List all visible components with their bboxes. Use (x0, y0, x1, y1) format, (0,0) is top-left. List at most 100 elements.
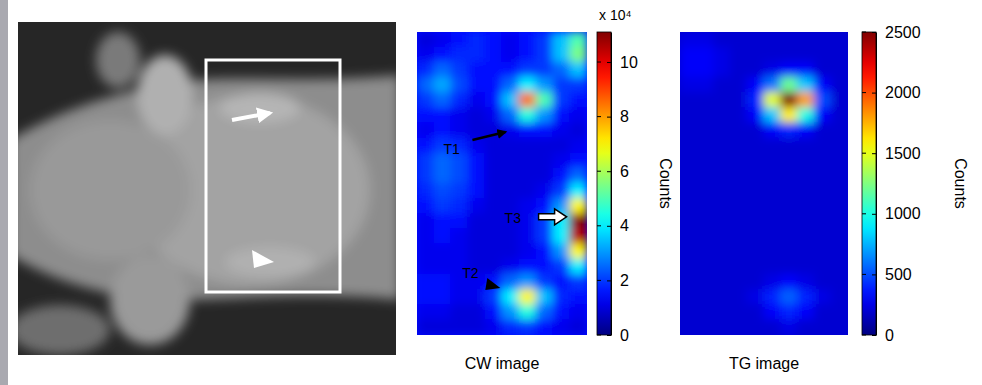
colorbar-tick: 1000 (872, 205, 921, 222)
colorbar: 0246810Countsx 10⁴ (597, 7, 674, 344)
heatmap-cell (485, 228, 503, 244)
photo (18, 22, 396, 355)
heatmap-cell (730, 107, 748, 123)
heatmap-cell (502, 138, 520, 154)
heatmap-cell (536, 304, 554, 320)
heatmap-cell (780, 304, 798, 320)
heatmap-cell (451, 228, 469, 244)
annotation-arrowhead (485, 278, 500, 290)
heatmap-cell (814, 153, 832, 169)
heatmap-cell (451, 62, 469, 78)
heatmap-cell (831, 274, 848, 290)
heatmap-cell (519, 107, 537, 123)
heatmap-cell (814, 304, 832, 320)
heatmap-cell (814, 62, 832, 78)
heatmap-cell (485, 47, 503, 63)
heatmap-cell (747, 32, 765, 48)
heatmap-cell (730, 304, 748, 320)
heatmap-cell (713, 274, 731, 290)
heatmap-cell (696, 213, 714, 229)
heatmap-cell (536, 153, 554, 169)
photo-arrowhead (252, 250, 274, 268)
heatmap-cell (417, 228, 435, 244)
heatmap-cell (451, 319, 469, 335)
heatmap-cell (570, 259, 588, 275)
heatmap-cell (797, 228, 815, 244)
heatmap-cell (730, 289, 748, 305)
heatmap-cell (553, 122, 571, 138)
heatmap-cell (519, 77, 537, 93)
heatmap-cell (780, 319, 798, 335)
heatmap-cell (417, 259, 435, 275)
heatmap-cell (696, 259, 714, 275)
heatmap-cell (780, 138, 798, 154)
heatmap-panel: 05001000150020002500CountsTG image (680, 24, 970, 372)
heatmap-cell (553, 32, 571, 48)
panel-title: TG image (729, 355, 799, 372)
heatmap-cell (536, 183, 554, 199)
heatmap-cell (468, 107, 486, 123)
heatmap-cell (696, 92, 714, 108)
heatmap-cell (451, 304, 469, 320)
annotation-label: T1 (443, 141, 460, 157)
heatmap-cell (536, 274, 554, 290)
colorbar-tick-mark (607, 280, 611, 281)
heatmap-cell (434, 289, 452, 305)
colorbar-tick: 2000 (872, 84, 921, 101)
heatmap-cell (434, 304, 452, 320)
heatmap-cell (764, 198, 782, 214)
heatmap-cell (680, 319, 697, 335)
heatmap-cell (713, 259, 731, 275)
heatmap-cell (570, 183, 588, 199)
heatmap-cell (417, 62, 435, 78)
colorbar-axis: 05001000150020002500 (872, 24, 921, 344)
heatmap-cell (536, 92, 554, 108)
heatmap-cell (570, 62, 588, 78)
heatmap-cell (831, 304, 848, 320)
heatmap-cell (570, 213, 588, 229)
heatmap-cell (764, 319, 782, 335)
heatmap-cell (764, 32, 782, 48)
heatmap-cell (570, 304, 588, 320)
heatmap-cell (764, 168, 782, 184)
heatmap-cell (485, 138, 503, 154)
heatmap-cell (502, 289, 520, 305)
heatmap-cell (730, 274, 748, 290)
heatmap-cell (417, 47, 435, 63)
mouse-body (18, 32, 396, 355)
heatmap-cell (797, 62, 815, 78)
heatmap-cell (553, 138, 571, 154)
heatmap-cell (797, 289, 815, 305)
heatmap-cell (519, 244, 537, 260)
heatmap-cell (502, 168, 520, 184)
annotation: T1 (443, 132, 505, 157)
heatmap-cell (730, 32, 748, 48)
heatmap-cell (519, 153, 537, 169)
heatmap-cell (797, 319, 815, 335)
figure: T1T3T20246810Countsx 10⁴CW image05001000… (0, 0, 982, 385)
heatmap-cell (553, 228, 571, 244)
heatmap-cell (713, 62, 731, 78)
plot-area (417, 32, 587, 335)
heatmap-cell (713, 32, 731, 48)
heatmap-cell (747, 77, 765, 93)
heatmap-cell (696, 274, 714, 290)
heatmap-cell (780, 289, 798, 305)
heatmap-cell (553, 319, 571, 335)
colorbar-tick: 0 (872, 327, 894, 344)
heatmap-cell (797, 259, 815, 275)
heatmap-cell (780, 47, 798, 63)
colorbar-tick-mark (872, 32, 876, 33)
heatmap-cell (730, 77, 748, 93)
heatmap-cell (713, 92, 731, 108)
heatmap-cell (536, 168, 554, 184)
heatmap-cell (417, 32, 435, 48)
heatmap-cell (451, 107, 469, 123)
heatmap-cell (814, 244, 832, 260)
heatmap-cell (730, 213, 748, 229)
colorbar-axis-line (611, 33, 612, 336)
heatmap-cell (814, 168, 832, 184)
heatmap-cell (780, 244, 798, 260)
heatmap-cell (680, 289, 697, 305)
heatmap-cell (502, 319, 520, 335)
